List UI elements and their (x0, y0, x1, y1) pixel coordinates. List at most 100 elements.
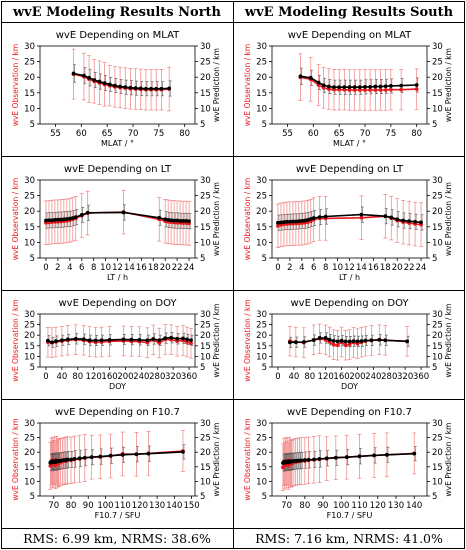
x-tick-label: 60 (76, 129, 87, 139)
prediction-point (163, 217, 168, 222)
prediction-point (146, 451, 151, 456)
chart-south-3: wvE Depending on F10.7 5 5 10 10 15 15 20 20 25 25… (243, 407, 453, 520)
prediction-point (316, 80, 321, 85)
y-tick-label-left: 20 (256, 207, 267, 217)
y-tick-label-left: 25 (24, 58, 35, 68)
prediction-point (352, 85, 357, 90)
prediction-point (343, 339, 348, 344)
prediction-point (53, 218, 57, 222)
observation-point (347, 88, 352, 92)
x-tick-label: 24 (416, 263, 427, 273)
prediction-point (293, 340, 298, 345)
prediction-point (311, 338, 316, 342)
x-tick-label: 20 (392, 263, 403, 273)
prediction-point (383, 84, 388, 89)
y-tick-label-right: 20 (200, 331, 211, 341)
y-tick-label-left: 20 (24, 331, 35, 341)
prediction-point (317, 336, 322, 340)
x-tick-label: 80 (411, 129, 422, 139)
prediction-point (324, 456, 329, 461)
y-tick-label-left: 10 (256, 477, 267, 487)
y-tick-label-right: 15 (200, 463, 211, 473)
prediction-point (290, 219, 295, 224)
x-tick-label: 75 (385, 129, 396, 139)
y-tick-label-left: 10 (256, 104, 267, 114)
prediction-point (87, 338, 92, 343)
prediction-point (395, 217, 400, 222)
y-tick-label-left: 15 (24, 342, 35, 352)
prediction-point (383, 214, 388, 219)
prediction-point (317, 215, 322, 220)
y-tick-label-right: 30 (200, 419, 211, 429)
prediction-point (178, 218, 182, 223)
prediction-point (65, 337, 70, 342)
y-tick-label-right: 20 (200, 448, 211, 458)
x-tick-label: 24 (184, 263, 195, 273)
y-tick-label-left: 20 (256, 448, 267, 458)
prediction-point (372, 453, 377, 458)
x-tick-label: 20 (160, 263, 171, 273)
y-tick-label-right: 20 (432, 448, 443, 458)
observation-point (331, 342, 336, 347)
y-tick-label-left: 15 (24, 89, 35, 99)
plot-frame (271, 45, 428, 125)
y-tick-label-left: 30 (256, 176, 267, 186)
x-tick-label: 55 (282, 129, 293, 139)
chart-title: wvE Depending on F10.7 (287, 407, 412, 418)
prediction-point (69, 457, 73, 462)
y-tick-label-right: 15 (200, 89, 211, 99)
x-tick-label: 40 (288, 372, 299, 382)
y-axis-label-left: wvE Observation / km (11, 44, 20, 126)
y-tick-label-right: 30 (200, 42, 211, 52)
prediction-point (413, 219, 417, 224)
y-tick-label-left: 5 (262, 492, 267, 502)
plot-area (275, 194, 424, 249)
prediction-point (73, 215, 78, 220)
y-tick-label-right: 25 (200, 321, 211, 331)
observation-point (373, 88, 378, 92)
y-tick-label-left: 25 (256, 321, 267, 331)
x-tick-label: 360 (181, 372, 197, 382)
prediction-point (82, 455, 87, 460)
y-tick-label-left: 15 (256, 463, 267, 473)
prediction-point (120, 452, 125, 457)
prediction-point (175, 336, 180, 341)
prediction-point (71, 71, 76, 76)
prediction-point (332, 85, 336, 90)
prediction-point (77, 456, 82, 461)
x-tick-label: 10 (332, 263, 343, 273)
prediction-point (323, 214, 328, 219)
prediction-point (351, 339, 356, 344)
plot-area (280, 432, 417, 492)
y-tick-label-left: 20 (24, 207, 35, 217)
prediction-point (287, 340, 292, 345)
prediction-point (50, 340, 54, 345)
prediction-point (47, 218, 51, 223)
prediction-point (282, 220, 286, 225)
prediction-point (327, 337, 332, 342)
x-tick-label: 22 (172, 263, 183, 273)
x-tick-label: 120 (370, 501, 386, 511)
prediction-point (99, 338, 104, 343)
y-tick-label-right: 25 (432, 434, 443, 444)
y-axis-label-right: wvE Prediction / km (212, 48, 221, 122)
prediction-point (169, 218, 174, 223)
y-tick-label-right: 20 (432, 331, 443, 341)
y-axis-label-right: wvE Prediction / km (444, 182, 453, 256)
x-axis-label: DOY (341, 382, 358, 391)
prediction-point (401, 218, 406, 223)
y-tick-label-right: 10 (200, 477, 211, 487)
x-tick-label: 240 (365, 372, 381, 382)
prediction-point (53, 339, 58, 344)
y-tick-label-right: 15 (432, 463, 443, 473)
chart-north-1: wvE Depending on LT 5 5 10 10 15 15 20 20 25 25 30 3… (11, 164, 221, 282)
x-tick-label: 120 (318, 372, 334, 382)
x-tick-label: 90 (318, 501, 329, 511)
y-tick-label-right: 20 (200, 207, 211, 217)
x-tick-label: 320 (397, 372, 413, 382)
y-axis-label-left: wvE Observation / km (243, 418, 252, 500)
y-axis-label-left: wvE Observation / km (243, 44, 252, 126)
x-tick-label: 14 (124, 263, 135, 273)
x-tick-label: 18 (380, 263, 391, 273)
